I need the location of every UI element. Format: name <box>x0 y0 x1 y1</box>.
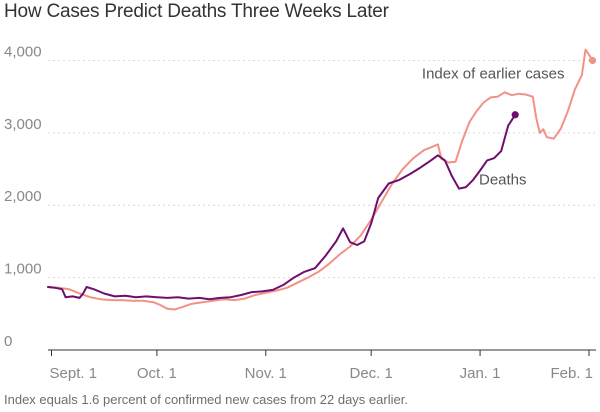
x-tick-label: Feb. 1 <box>550 365 593 382</box>
tick-labels: 0 1,000 2,000 3,000 4,000 Sept. 1 Oct. 1 Nov. 1… <box>4 43 593 382</box>
deaths-end-marker <box>511 111 519 119</box>
y-tick-label: 1,000 <box>4 261 42 278</box>
x-tick-label: Jan. 1 <box>460 365 501 382</box>
index-of-earlier-cases-end-marker <box>588 56 597 65</box>
chart-footnote: Index equals 1.6 percent of confirmed ne… <box>4 392 408 407</box>
x-tick-label: Oct. 1 <box>137 365 177 382</box>
chart-title: How Cases Predict Deaths Three Weeks Lat… <box>4 1 389 22</box>
y-tick-label: 3,000 <box>4 116 42 133</box>
index-of-earlier-cases-line <box>47 48 594 311</box>
series-annotations: Index of earlier cases Deaths <box>422 65 565 188</box>
y-tick-label: 0 <box>4 333 12 350</box>
deaths-annotation: Deaths <box>479 172 527 189</box>
x-tick-label: Sept. 1 <box>50 365 98 382</box>
deaths-line <box>47 113 517 301</box>
x-tick-label: Dec. 1 <box>349 365 392 382</box>
y-tick-label: 4,000 <box>4 43 42 60</box>
series-lines <box>47 48 597 311</box>
index-of-earlier-cases-annotation: Index of earlier cases <box>422 65 565 82</box>
gridlines <box>48 59 596 279</box>
x-tick-label: Nov. 1 <box>245 365 287 382</box>
y-tick-label: 2,000 <box>4 188 42 205</box>
x-axis <box>48 349 596 356</box>
